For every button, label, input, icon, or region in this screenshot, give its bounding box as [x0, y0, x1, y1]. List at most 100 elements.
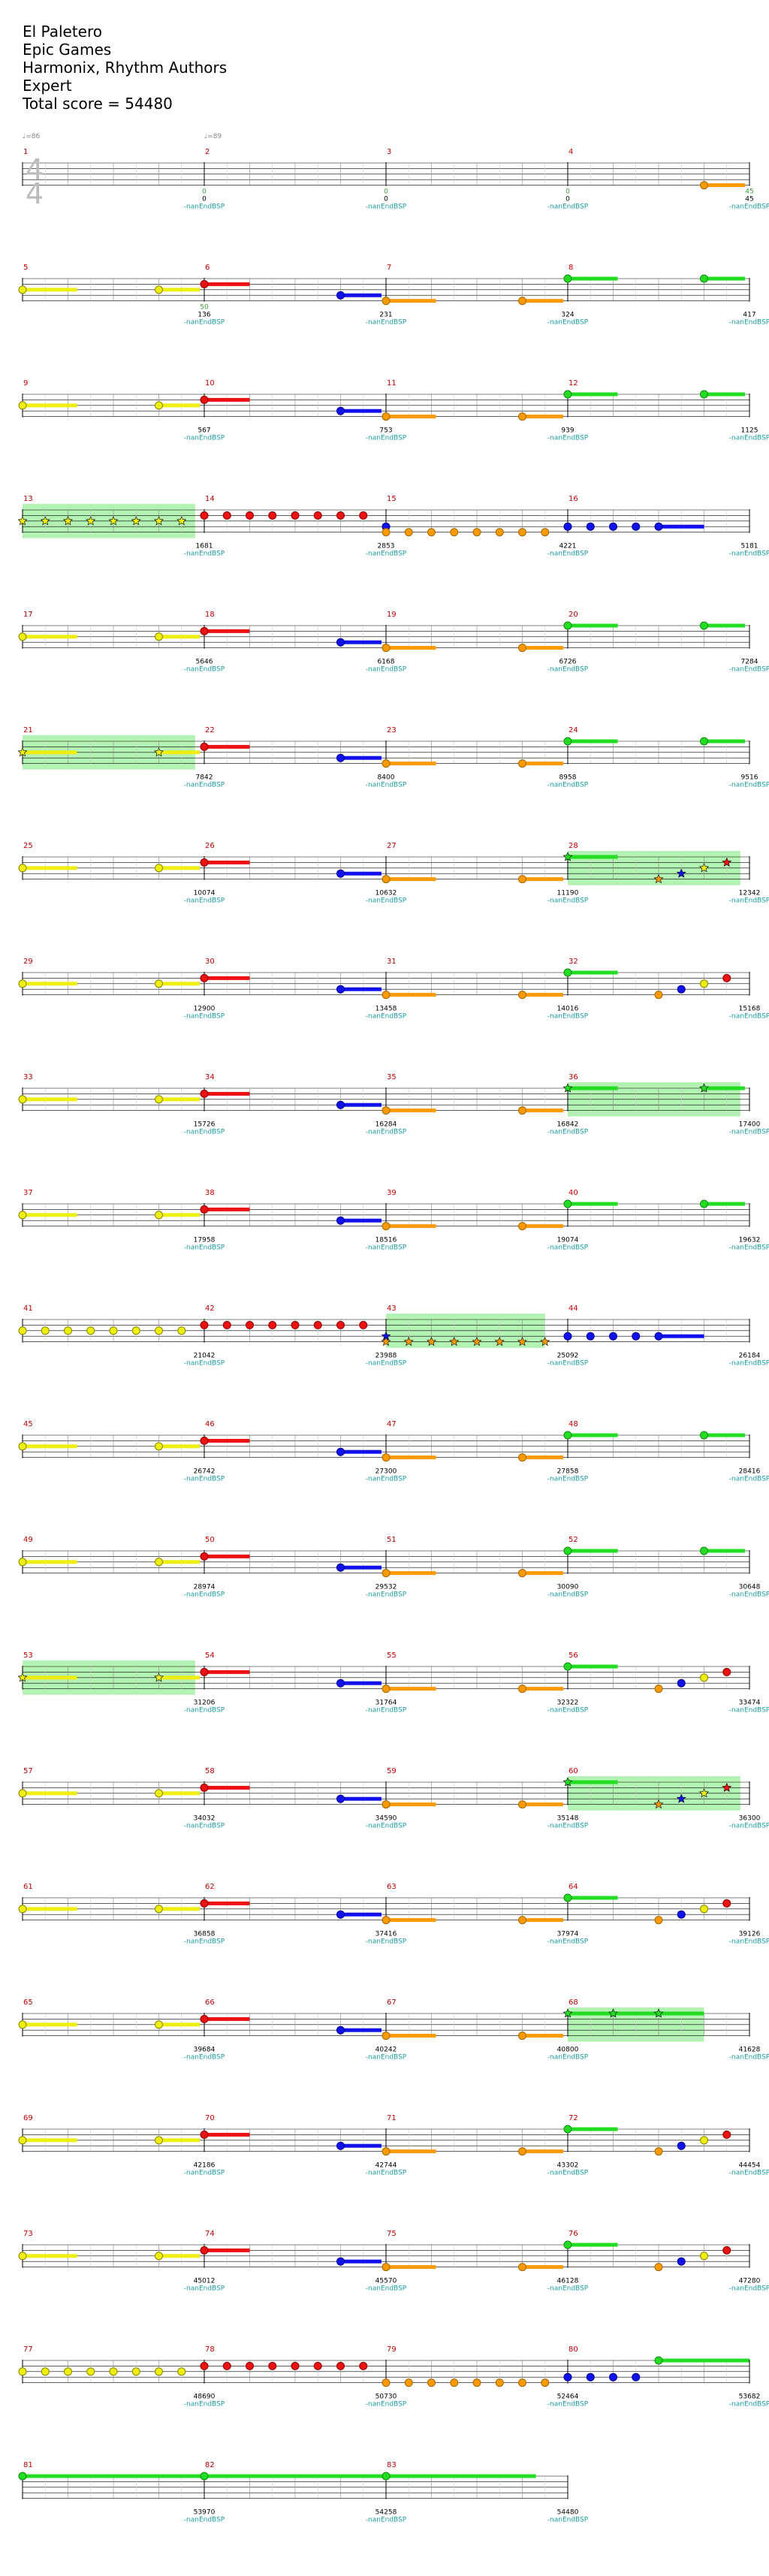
- sustain-bar: [386, 993, 436, 997]
- note-gem: [18, 2136, 27, 2145]
- measure-4: [567, 162, 749, 190]
- measure-41: [18, 1319, 204, 1343]
- measure-24: [563, 737, 749, 765]
- measure-number: 51: [387, 1536, 397, 1544]
- sustain-bar: [204, 1901, 250, 1905]
- note-gem: [200, 1667, 209, 1676]
- score-value: 31764: [375, 1700, 397, 1707]
- sp-label: -nanEndBSP: [729, 319, 769, 327]
- sp-label: -nanEndBSP: [184, 782, 225, 789]
- note-gem: [18, 2252, 27, 2261]
- sustain-bar: [522, 1571, 563, 1576]
- note-gem: [563, 274, 572, 283]
- note-gem: [336, 638, 345, 647]
- sp-label: -nanEndBSP: [366, 550, 407, 558]
- note-gem: [336, 2026, 345, 2035]
- note-gem: [155, 1211, 163, 1220]
- measure-16: [563, 509, 749, 533]
- score-value: 0: [565, 196, 570, 204]
- score-value: 6726: [559, 659, 577, 666]
- song-difficulty: Expert: [23, 77, 72, 95]
- measure-number: 43: [387, 1305, 397, 1313]
- note-gem: [563, 621, 572, 630]
- sustain-bar: [522, 1687, 563, 1691]
- score-value: 42186: [194, 2162, 216, 2170]
- measure-7: [381, 278, 568, 306]
- measure-number: 45: [23, 1420, 33, 1428]
- sp-label: -nanEndBSP: [729, 550, 769, 558]
- note-gem: [177, 2367, 186, 2376]
- note-gem: [677, 1910, 686, 1919]
- sustain-bar: [340, 2028, 381, 2032]
- sustain-bar: [522, 762, 563, 766]
- measure-number: 82: [205, 2461, 215, 2469]
- sustain-bar: [568, 855, 618, 859]
- note-gem: [131, 2367, 140, 2376]
- song-charter: Harmonix, Rhythm Authors: [23, 59, 228, 77]
- measure-number: 70: [205, 2114, 215, 2122]
- sp-label: -nanEndBSP: [547, 897, 589, 905]
- measure-77: [18, 2360, 204, 2384]
- sustain-bar: [23, 1444, 77, 1449]
- sp-label: -nanEndBSP: [729, 1360, 769, 1368]
- sustain-bar: [204, 2016, 250, 2021]
- sustain-bar: [522, 2034, 563, 2038]
- sp-label: -nanEndBSP: [729, 1244, 769, 1252]
- note-gem: [563, 1332, 572, 1341]
- note-gem: [155, 1905, 163, 1914]
- measure-number: 17: [23, 611, 33, 619]
- note-gem: [246, 511, 254, 520]
- measure-65: [18, 2013, 204, 2037]
- sp-label: -nanEndBSP: [184, 550, 225, 558]
- score-value: 30090: [557, 1584, 579, 1591]
- sustain-bar: [204, 1785, 250, 1790]
- sp-label: -nanEndBSP: [547, 435, 589, 442]
- note-gem: [200, 279, 209, 288]
- sustain-bar: [568, 739, 618, 744]
- measure-number: 36: [568, 1073, 578, 1081]
- measure-39: [381, 1203, 568, 1231]
- score-value: 48690: [194, 2394, 216, 2401]
- measure-12: [563, 390, 749, 418]
- sp-label: -nanEndBSP: [547, 1244, 589, 1252]
- note-gem: [200, 626, 209, 635]
- note-gem: [336, 1910, 345, 1919]
- measure-number: 52: [568, 1536, 578, 1544]
- sp-label: -nanEndBSP: [366, 2517, 407, 2524]
- note-gem: [155, 1326, 163, 1335]
- score-value: 417: [743, 312, 755, 319]
- streak-value: 45: [745, 189, 753, 196]
- sustain-bar: [568, 276, 618, 281]
- measure-number: 14: [205, 495, 215, 503]
- sp-label: -nanEndBSP: [366, 2285, 407, 2293]
- sustain-bar: [204, 282, 250, 286]
- measure-number: 21: [23, 726, 33, 734]
- sustain-bar: [522, 2149, 563, 2154]
- sp-label: -nanEndBSP: [729, 1129, 769, 1136]
- note-gem: [336, 1216, 345, 1225]
- sp-label: -nanEndBSP: [184, 1823, 225, 1830]
- note-gem: [18, 1095, 27, 1104]
- sustain-bar: [568, 623, 618, 628]
- note-gem: [722, 1667, 731, 1676]
- note-gem: [563, 390, 572, 399]
- measure-number: 74: [205, 2230, 215, 2238]
- measure-10: [200, 394, 386, 418]
- measure-number: 23: [387, 726, 397, 734]
- measure-32: [563, 968, 749, 1000]
- measure-76: [563, 2240, 749, 2272]
- score-value: 15168: [739, 1006, 761, 1013]
- sustain-bar: [204, 2474, 386, 2478]
- sp-label: -nanEndBSP: [729, 2054, 769, 2062]
- measure-number: 13: [23, 495, 33, 503]
- note-gem: [381, 759, 391, 768]
- sustain-bar: [568, 2127, 618, 2131]
- score-value: 6168: [378, 659, 395, 666]
- measure-number: 44: [568, 1305, 578, 1313]
- score-value: 54480: [557, 2509, 579, 2517]
- measure-2: [204, 162, 386, 186]
- measure-6: [200, 278, 386, 302]
- score-value: 0: [384, 196, 388, 204]
- sp-label: -nanEndBSP: [366, 666, 407, 674]
